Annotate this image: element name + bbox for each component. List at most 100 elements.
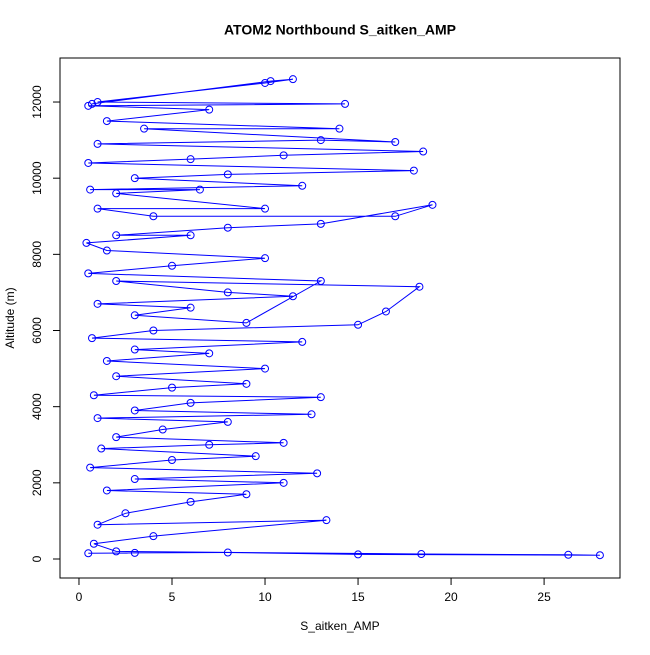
data-point — [86, 463, 95, 472]
data-point — [205, 440, 214, 449]
y-tick-label: 12000 — [30, 85, 44, 119]
data-point — [261, 204, 270, 213]
data-point — [354, 320, 363, 329]
data-point — [112, 433, 121, 442]
data-point — [186, 231, 195, 240]
data-point — [130, 174, 139, 183]
data-point — [140, 124, 149, 133]
data-point — [112, 547, 121, 556]
x-tick-label: 15 — [351, 590, 365, 604]
data-point — [93, 98, 102, 107]
data-point — [316, 277, 325, 286]
data-point — [223, 288, 232, 297]
data-point — [102, 486, 111, 495]
data-point — [84, 101, 93, 110]
y-axis-title: Altitude (m) — [3, 287, 17, 348]
y-tick-label: 0 — [30, 555, 44, 562]
data-point — [130, 475, 139, 484]
data-point — [89, 391, 98, 400]
data-point — [251, 452, 260, 461]
data-point — [88, 99, 96, 108]
data-point — [130, 548, 139, 557]
data-point — [186, 398, 195, 407]
data-point — [86, 185, 95, 194]
data-point — [168, 455, 176, 464]
data-point — [564, 550, 573, 559]
data-point — [242, 318, 251, 327]
data-point — [186, 155, 195, 164]
data-point — [354, 550, 363, 559]
data-point — [102, 246, 111, 255]
data-point — [112, 372, 121, 381]
data-point — [223, 548, 232, 557]
data-point — [130, 406, 139, 415]
data-point — [223, 223, 232, 232]
data-point — [316, 393, 325, 402]
data-point — [419, 147, 428, 156]
data-point — [84, 269, 93, 278]
x-axis-title: S_aitken_AMP — [300, 619, 379, 633]
data-point — [112, 231, 121, 240]
data-point — [93, 520, 102, 529]
data-point — [149, 532, 158, 541]
data-point — [102, 356, 111, 365]
data-point — [186, 497, 195, 506]
data-point — [112, 189, 121, 198]
data-point — [261, 78, 270, 87]
data-point — [82, 238, 91, 247]
data-point — [205, 349, 214, 358]
x-tick-label: 5 — [169, 590, 176, 604]
plot-frame — [59, 57, 621, 579]
data-point — [84, 158, 93, 167]
data-point — [261, 364, 270, 373]
data-point — [223, 417, 232, 426]
chart-title: ATOM2 Northbound S_aitken_AMP — [224, 22, 456, 38]
y-tick-label: 2000 — [30, 469, 44, 496]
data-point — [121, 509, 130, 518]
data-point — [84, 549, 93, 558]
data-point — [279, 438, 288, 447]
data-point — [298, 337, 307, 346]
data-point — [195, 185, 204, 194]
data-point — [242, 379, 251, 388]
data-point — [242, 490, 251, 499]
data-point — [391, 138, 400, 147]
x-tick-label: 25 — [537, 590, 551, 604]
data-point — [112, 277, 121, 286]
data-point — [409, 166, 418, 175]
data-point — [97, 444, 106, 453]
data-point — [307, 410, 316, 419]
data-point — [279, 151, 288, 160]
data-point — [428, 200, 437, 209]
data-point — [158, 425, 167, 434]
data-point — [186, 303, 195, 312]
data-point — [595, 551, 604, 560]
data-point — [89, 539, 98, 548]
data-point — [381, 307, 390, 316]
data-point — [102, 117, 111, 126]
data-point — [279, 478, 288, 487]
y-tick-label: 6000 — [30, 317, 44, 344]
data-point — [205, 105, 214, 114]
data-point — [93, 204, 102, 213]
data-point — [417, 550, 426, 559]
data-point — [149, 212, 158, 221]
data-point — [168, 261, 176, 270]
data-point — [288, 292, 297, 301]
data-point — [223, 170, 232, 179]
data-point — [415, 282, 424, 291]
data-point — [316, 219, 325, 228]
y-tick-label: 10000 — [30, 161, 44, 195]
data-point — [266, 77, 275, 86]
y-tick-label: 8000 — [30, 241, 44, 268]
data-point — [93, 299, 102, 308]
data-point — [298, 181, 307, 190]
data-point — [288, 75, 297, 84]
data-point — [335, 124, 344, 133]
data-point — [391, 212, 400, 221]
data-point — [261, 254, 270, 263]
data-line — [86, 78, 600, 556]
data-point — [322, 516, 331, 525]
x-tick-label: 20 — [444, 590, 458, 604]
